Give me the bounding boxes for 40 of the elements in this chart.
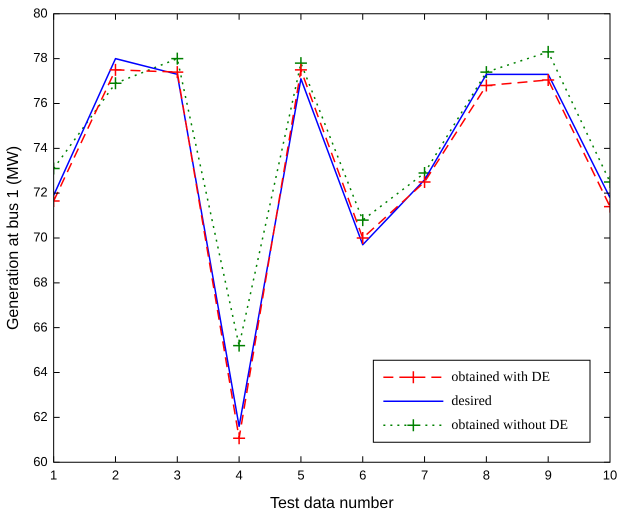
- x-tick-label: 1: [50, 468, 58, 483]
- point: [480, 78, 494, 92]
- legend-label: desired: [451, 394, 492, 409]
- point: [356, 231, 370, 245]
- x-tick-label: 7: [420, 468, 428, 483]
- x-tick-label: 5: [297, 468, 305, 483]
- point: [541, 45, 555, 59]
- point: [294, 63, 308, 77]
- point: [418, 175, 432, 189]
- legend-label: obtained without DE: [451, 418, 568, 433]
- legend-label: obtained with DE: [451, 370, 550, 385]
- point: [232, 338, 246, 352]
- y-tick-label: 68: [33, 274, 48, 290]
- y-tick-label: 80: [33, 5, 48, 20]
- point: [170, 65, 184, 79]
- point: [108, 76, 122, 90]
- x-axis-title: Test data number: [270, 494, 394, 512]
- y-axis-title: Generation at bus 1 (MW): [5, 146, 22, 330]
- y-tick-label: 70: [33, 230, 48, 245]
- y-tick-label: 64: [33, 364, 48, 380]
- point: [108, 63, 122, 77]
- y-tick-label: 66: [33, 319, 48, 334]
- y-tick-label: 60: [33, 454, 48, 469]
- y-tick-label: 72: [33, 184, 48, 200]
- point: [480, 65, 494, 79]
- point: [170, 52, 184, 66]
- x-tick-label: 9: [544, 468, 552, 483]
- y-tick-label: 78: [33, 50, 48, 66]
- point: [232, 431, 246, 445]
- x-tick-label: 6: [359, 468, 366, 483]
- x-tick-label: 4: [235, 468, 243, 483]
- x-tick-label: 10: [602, 468, 618, 483]
- point: [541, 73, 555, 87]
- y-tick-label: 74: [33, 140, 48, 155]
- x-tick-label: 3: [174, 468, 181, 483]
- point: [356, 213, 370, 227]
- x-tick-label: 2: [112, 468, 120, 483]
- y-tick-label: 62: [33, 408, 48, 424]
- y-tick-label: 76: [33, 95, 48, 110]
- x-tick-label: 8: [482, 468, 490, 483]
